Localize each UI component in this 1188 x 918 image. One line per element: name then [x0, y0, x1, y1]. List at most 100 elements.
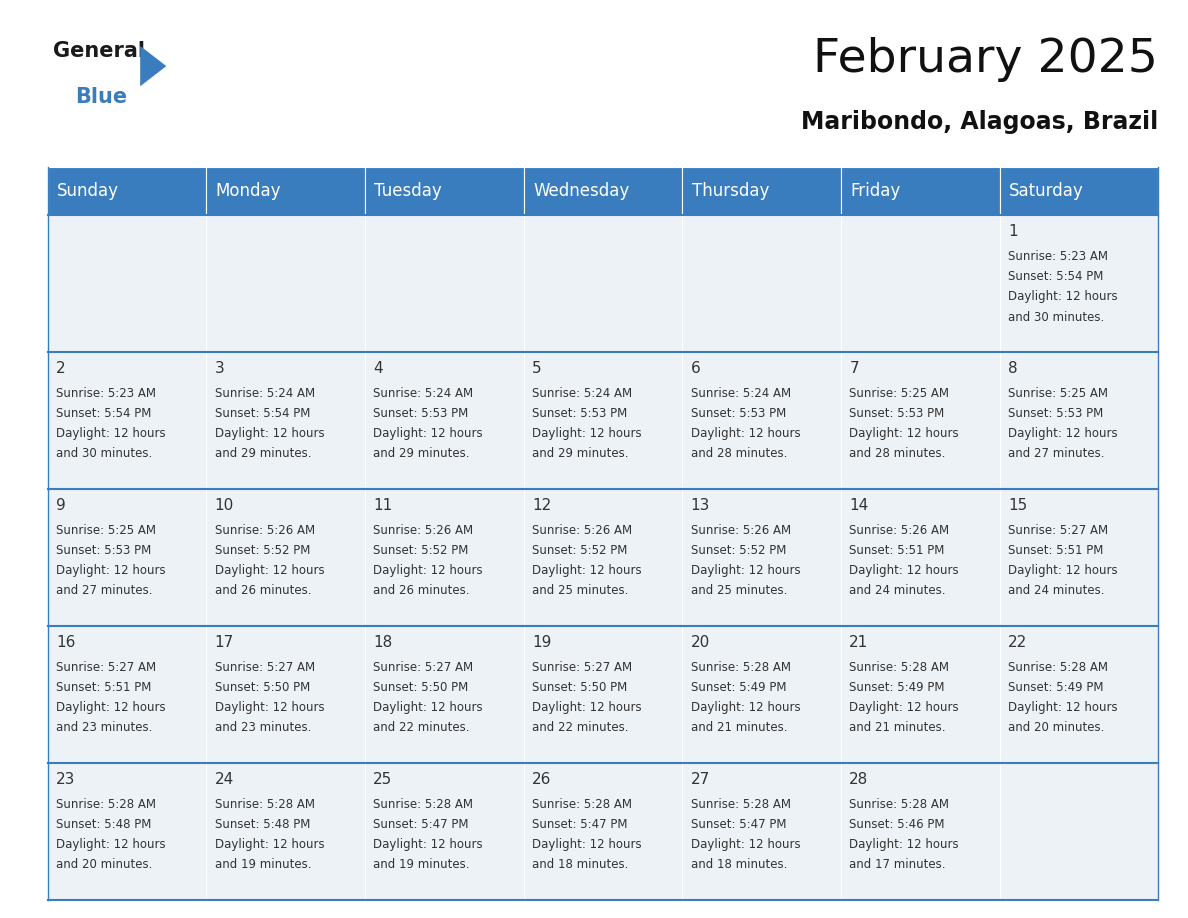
- Text: Daylight: 12 hours: Daylight: 12 hours: [1007, 290, 1118, 303]
- Text: Sunset: 5:47 PM: Sunset: 5:47 PM: [532, 818, 627, 831]
- Text: Sunset: 5:49 PM: Sunset: 5:49 PM: [690, 681, 786, 694]
- Text: and 28 minutes.: and 28 minutes.: [849, 447, 946, 461]
- Text: Daylight: 12 hours: Daylight: 12 hours: [849, 427, 959, 441]
- Bar: [365, 352, 524, 489]
- Text: Tuesday: Tuesday: [374, 182, 442, 200]
- Text: 15: 15: [1007, 498, 1028, 513]
- Text: and 26 minutes.: and 26 minutes.: [215, 585, 311, 598]
- Text: Sunrise: 5:28 AM: Sunrise: 5:28 AM: [215, 798, 315, 811]
- Text: 23: 23: [56, 772, 75, 787]
- Text: Daylight: 12 hours: Daylight: 12 hours: [849, 565, 959, 577]
- Text: 21: 21: [849, 635, 868, 650]
- Bar: [207, 167, 365, 215]
- Bar: [48, 167, 207, 215]
- Bar: [682, 763, 841, 900]
- Bar: [682, 167, 841, 215]
- Text: Sunset: 5:48 PM: Sunset: 5:48 PM: [56, 818, 151, 831]
- Text: Daylight: 12 hours: Daylight: 12 hours: [56, 565, 165, 577]
- Text: Daylight: 12 hours: Daylight: 12 hours: [56, 427, 165, 441]
- Text: Sunset: 5:53 PM: Sunset: 5:53 PM: [690, 407, 785, 420]
- Text: Sunset: 5:52 PM: Sunset: 5:52 PM: [215, 544, 310, 557]
- Text: Sunrise: 5:25 AM: Sunrise: 5:25 AM: [1007, 386, 1108, 400]
- Bar: [999, 489, 1158, 626]
- Text: 14: 14: [849, 498, 868, 513]
- Text: Daylight: 12 hours: Daylight: 12 hours: [690, 427, 801, 441]
- Bar: [841, 763, 999, 900]
- Text: 2: 2: [56, 361, 65, 376]
- Text: 10: 10: [215, 498, 234, 513]
- Text: and 29 minutes.: and 29 minutes.: [215, 447, 311, 461]
- Text: Sunset: 5:54 PM: Sunset: 5:54 PM: [215, 407, 310, 420]
- Text: Daylight: 12 hours: Daylight: 12 hours: [373, 427, 482, 441]
- Text: and 24 minutes.: and 24 minutes.: [1007, 585, 1105, 598]
- Text: and 24 minutes.: and 24 minutes.: [849, 585, 946, 598]
- Text: Daylight: 12 hours: Daylight: 12 hours: [690, 701, 801, 714]
- Text: and 21 minutes.: and 21 minutes.: [849, 722, 946, 734]
- Text: 16: 16: [56, 635, 75, 650]
- Bar: [999, 626, 1158, 763]
- Text: 9: 9: [56, 498, 65, 513]
- Text: Sunset: 5:52 PM: Sunset: 5:52 PM: [373, 544, 468, 557]
- Bar: [841, 215, 999, 352]
- Text: 28: 28: [849, 772, 868, 787]
- Text: Daylight: 12 hours: Daylight: 12 hours: [849, 838, 959, 851]
- Text: and 17 minutes.: and 17 minutes.: [849, 858, 946, 871]
- Text: and 18 minutes.: and 18 minutes.: [690, 858, 786, 871]
- Text: Sunset: 5:53 PM: Sunset: 5:53 PM: [532, 407, 627, 420]
- Text: Sunrise: 5:27 AM: Sunrise: 5:27 AM: [373, 661, 473, 674]
- Text: Sunset: 5:53 PM: Sunset: 5:53 PM: [373, 407, 468, 420]
- Bar: [207, 489, 365, 626]
- Bar: [524, 763, 682, 900]
- Text: 13: 13: [690, 498, 710, 513]
- Text: Wednesday: Wednesday: [533, 182, 630, 200]
- Text: and 25 minutes.: and 25 minutes.: [532, 585, 628, 598]
- Text: Sunrise: 5:26 AM: Sunrise: 5:26 AM: [690, 524, 791, 537]
- Text: 25: 25: [373, 772, 392, 787]
- Text: Daylight: 12 hours: Daylight: 12 hours: [215, 427, 324, 441]
- Bar: [841, 626, 999, 763]
- Text: Daylight: 12 hours: Daylight: 12 hours: [532, 838, 642, 851]
- Text: 8: 8: [1007, 361, 1018, 376]
- Text: Sunrise: 5:27 AM: Sunrise: 5:27 AM: [56, 661, 156, 674]
- Text: 19: 19: [532, 635, 551, 650]
- Text: Sunrise: 5:28 AM: Sunrise: 5:28 AM: [56, 798, 156, 811]
- Text: Sunrise: 5:26 AM: Sunrise: 5:26 AM: [373, 524, 473, 537]
- Text: Daylight: 12 hours: Daylight: 12 hours: [1007, 701, 1118, 714]
- Bar: [365, 167, 524, 215]
- Text: Sunrise: 5:28 AM: Sunrise: 5:28 AM: [1007, 661, 1108, 674]
- Text: and 19 minutes.: and 19 minutes.: [215, 858, 311, 871]
- Bar: [365, 489, 524, 626]
- Bar: [682, 352, 841, 489]
- Text: and 23 minutes.: and 23 minutes.: [56, 722, 152, 734]
- Bar: [365, 763, 524, 900]
- Text: 5: 5: [532, 361, 542, 376]
- Text: 12: 12: [532, 498, 551, 513]
- Text: Daylight: 12 hours: Daylight: 12 hours: [215, 565, 324, 577]
- Bar: [841, 489, 999, 626]
- Text: 7: 7: [849, 361, 859, 376]
- Bar: [48, 352, 207, 489]
- Bar: [524, 489, 682, 626]
- Bar: [999, 215, 1158, 352]
- Text: Daylight: 12 hours: Daylight: 12 hours: [373, 838, 482, 851]
- Text: Sunrise: 5:25 AM: Sunrise: 5:25 AM: [849, 386, 949, 400]
- Text: Sunrise: 5:23 AM: Sunrise: 5:23 AM: [56, 386, 156, 400]
- Text: Daylight: 12 hours: Daylight: 12 hours: [690, 838, 801, 851]
- Text: and 19 minutes.: and 19 minutes.: [373, 858, 469, 871]
- Bar: [365, 626, 524, 763]
- Text: Blue: Blue: [75, 87, 127, 107]
- Text: Maribondo, Alagoas, Brazil: Maribondo, Alagoas, Brazil: [801, 110, 1158, 134]
- Bar: [207, 763, 365, 900]
- Text: Sunset: 5:52 PM: Sunset: 5:52 PM: [690, 544, 786, 557]
- Text: General: General: [53, 41, 145, 62]
- Bar: [524, 352, 682, 489]
- Text: Sunrise: 5:27 AM: Sunrise: 5:27 AM: [1007, 524, 1108, 537]
- Text: Sunrise: 5:26 AM: Sunrise: 5:26 AM: [849, 524, 949, 537]
- Text: 20: 20: [690, 635, 709, 650]
- Text: Sunrise: 5:28 AM: Sunrise: 5:28 AM: [690, 798, 790, 811]
- Bar: [207, 215, 365, 352]
- Text: Daylight: 12 hours: Daylight: 12 hours: [532, 565, 642, 577]
- Text: Sunset: 5:47 PM: Sunset: 5:47 PM: [690, 818, 786, 831]
- Bar: [365, 215, 524, 352]
- Bar: [999, 167, 1158, 215]
